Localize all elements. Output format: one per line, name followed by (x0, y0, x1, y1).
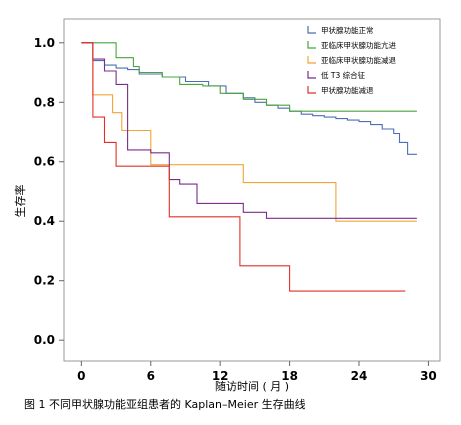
series-line-4 (81, 42, 417, 219)
series-line-3 (81, 42, 417, 222)
survival-curves (81, 42, 417, 292)
x-tick-label: 24 (351, 369, 368, 383)
y-axis: 0.0 0.2 0.4 0.6 0.8 1.0 (34, 36, 64, 347)
x-axis-title: 随访时间 ( 月 ) (215, 379, 289, 393)
figure-caption: 图 1 不同甲状腺功能亚组患者的 Kaplan–Meier 生存曲线 (24, 398, 306, 411)
legend-swatch (307, 56, 316, 64)
x-tick-label: 0 (77, 369, 85, 383)
y-tick-label: 0.2 (34, 274, 55, 288)
y-tick-label: 1.0 (34, 36, 55, 50)
legend-label: 低 T3 综合征 (321, 70, 366, 80)
legend-swatch (307, 41, 316, 49)
legend-swatch (307, 26, 316, 34)
y-tick-label: 0.8 (34, 95, 55, 109)
y-axis-title: 生存率 (13, 185, 27, 218)
plot-frame (63, 18, 441, 362)
legend-swatch (307, 86, 316, 94)
x-tick-label: 6 (147, 369, 155, 383)
legend-swatch (307, 71, 316, 79)
y-tick-label: 0.4 (34, 214, 55, 228)
km-chart: 0 6 12 18 24 30 0.0 0.2 0.4 0.6 0.8 1.0 甲状腺功能正常亚临床… (13, 18, 441, 393)
series-line-1 (81, 42, 417, 155)
x-tick-label: 30 (420, 369, 437, 383)
legend-label: 亚临床甲状腺功能亢进 (321, 40, 396, 50)
x-tick-label: 12 (212, 369, 229, 383)
legend-label: 甲状腺功能减退 (321, 85, 374, 95)
series-line-5 (81, 42, 406, 292)
y-tick-label: 0.0 (34, 333, 55, 347)
x-tick-label: 18 (281, 369, 298, 383)
x-axis: 0 6 12 18 24 30 (77, 361, 437, 383)
series-line-2 (81, 42, 417, 112)
y-tick-label: 0.6 (34, 155, 55, 169)
legend-label: 甲状腺功能正常 (321, 25, 374, 35)
legend-label: 亚临床甲状腺功能减退 (321, 55, 396, 65)
